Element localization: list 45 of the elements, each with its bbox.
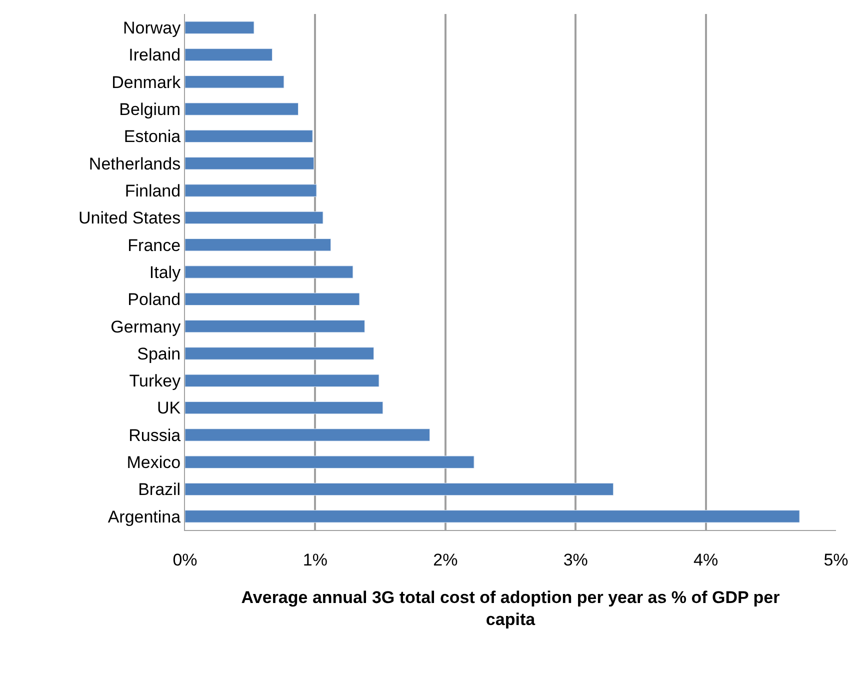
bar	[185, 184, 317, 197]
y-tick-label: UK	[156, 398, 182, 418]
bar	[185, 102, 299, 116]
y-tick-label: Poland	[128, 290, 181, 310]
bar	[185, 347, 374, 360]
bar	[185, 320, 365, 333]
y-tick-label: Finland	[124, 181, 181, 200]
bar	[185, 401, 384, 414]
y-tick-label: Russia	[128, 426, 182, 445]
y-tick-label: Estonia	[124, 127, 182, 146]
bar	[185, 130, 313, 143]
bar	[185, 374, 380, 387]
y-tick-label: Belgium	[119, 100, 181, 119]
bar	[185, 428, 430, 442]
bar	[185, 48, 272, 62]
bar	[185, 157, 314, 170]
y-tick-label: Denmark	[112, 72, 182, 92]
bar	[185, 238, 332, 252]
bar	[185, 21, 254, 34]
y-tick-label: Turkey	[129, 372, 182, 391]
bar	[185, 292, 360, 306]
bar	[185, 211, 324, 224]
y-tick-label: United States	[78, 208, 181, 228]
y-tick-label: Spain	[137, 344, 181, 364]
y-tick-label: Ireland	[128, 46, 181, 65]
bar	[185, 266, 354, 278]
bar	[185, 76, 284, 88]
y-tick-label: Mexico	[126, 453, 181, 472]
y-tick-label: Norway	[122, 18, 182, 38]
x-axis-title: Average annual 3G total cost of adoption per year as % of GDP per capita	[241, 588, 780, 629]
x-tick-label: 3%	[563, 550, 588, 570]
y-tick-label: France	[128, 236, 181, 255]
y-tick-label: Germany	[110, 317, 182, 336]
bar	[185, 456, 474, 468]
y-tick-label: Netherlands	[88, 154, 181, 174]
x-tick-label: 0%	[172, 550, 198, 570]
x-tick-label: 1%	[302, 550, 328, 570]
bar	[185, 482, 614, 496]
y-tick-label: Italy	[149, 262, 182, 282]
y-tick-label: Brazil	[138, 480, 181, 500]
bar	[185, 510, 800, 523]
x-tick-label: 4%	[694, 550, 718, 570]
x-tick-label: 2%	[433, 550, 458, 570]
x-tick-label: 5%	[824, 550, 848, 570]
y-tick-label: Argentina	[108, 507, 182, 526]
